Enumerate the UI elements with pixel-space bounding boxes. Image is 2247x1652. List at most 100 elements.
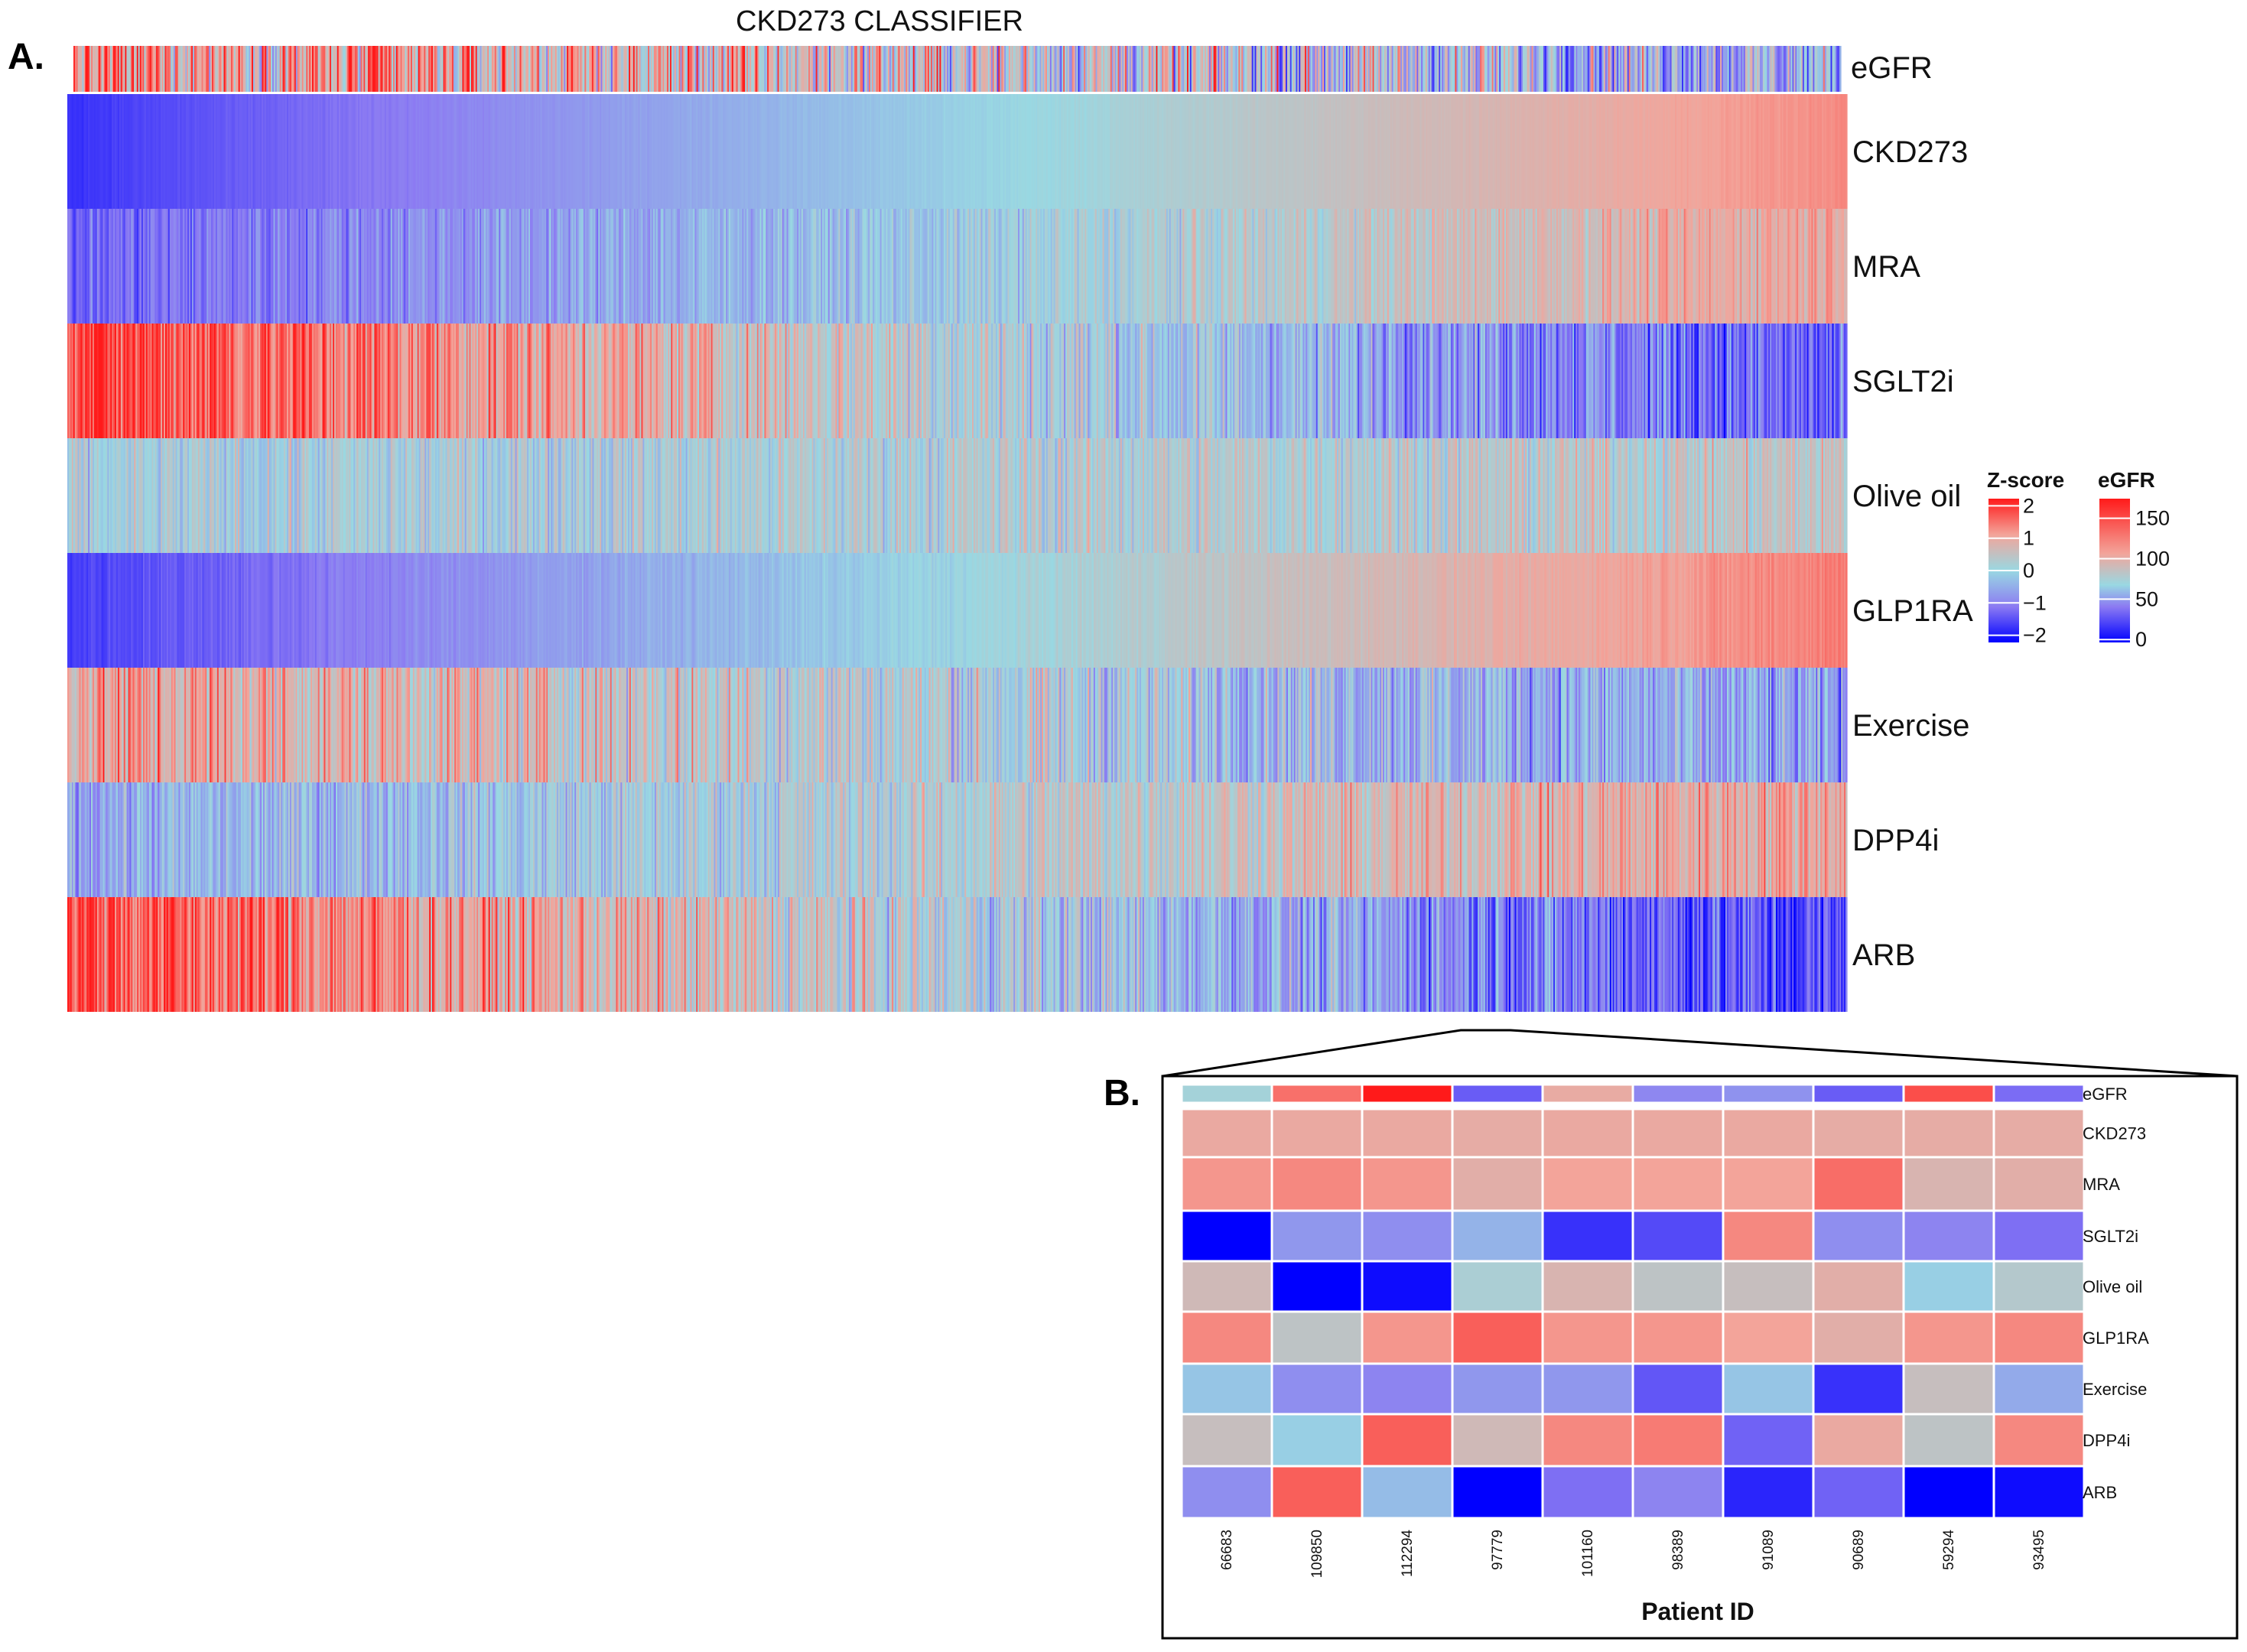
egfr-strip-cell [1474, 46, 1476, 92]
egfr-strip-cell [590, 46, 593, 92]
heatmap-cell [1224, 209, 1227, 324]
egfr-strip-cell [597, 46, 600, 92]
heatmap-cell [1375, 209, 1377, 324]
heatmap-cell [79, 438, 82, 553]
heatmap-cell [1432, 209, 1436, 324]
heatmap-cell [1799, 209, 1802, 324]
heatmap-cell [1457, 209, 1459, 324]
egfr-strip-cell [1065, 46, 1067, 92]
heatmap-cell [1416, 209, 1419, 324]
egfr-strip-cell [642, 46, 644, 92]
heatmap-cell [1513, 209, 1516, 324]
heatmap-cell [260, 209, 262, 324]
heatmap-cell [1836, 209, 1839, 324]
heatmap-cell [1099, 94, 1102, 209]
heatmap-cell [576, 324, 578, 438]
heatmap-cell [727, 324, 730, 438]
heatmap-cell [262, 438, 265, 553]
egfr-strip-cell [1035, 46, 1038, 92]
heatmap-cell [1663, 209, 1666, 324]
egfr-strip-cell [1335, 46, 1338, 92]
heatmap-cell [1735, 209, 1738, 324]
heatmap-cell [287, 438, 289, 553]
egfr-strip-cell [1512, 46, 1515, 92]
heatmap-cell [1184, 94, 1186, 209]
heatmap-cell [838, 94, 841, 209]
heatmap-cell [1120, 94, 1123, 209]
heatmap-cell [384, 94, 387, 209]
egfr-strip-cell [721, 46, 724, 92]
heatmap-cell [1074, 94, 1077, 209]
heatmap-cell [91, 94, 93, 209]
heatmap-cell [532, 94, 535, 209]
heatmap-cell [875, 94, 878, 209]
heatmap-cell [679, 209, 682, 324]
heatmap-cell [733, 94, 736, 209]
egfr-strip-cell [172, 46, 174, 92]
heatmap-cell [1510, 94, 1513, 209]
heatmap-cell [457, 94, 460, 209]
heatmap-cell [1637, 324, 1641, 438]
heatmap-cell [1282, 94, 1284, 209]
heatmap-cell [769, 94, 771, 209]
heatmap-cell [278, 324, 280, 438]
heatmap-cell [616, 324, 619, 438]
heatmap-cell [153, 438, 156, 553]
egfr-strip-cell [702, 46, 704, 92]
heatmap-cell [1670, 94, 1673, 209]
heatmap-cell [1688, 94, 1691, 209]
egfr-strip-cell [1496, 46, 1498, 92]
heatmap-cell [795, 94, 798, 209]
heatmap-cell [773, 94, 776, 209]
heatmap-cell [912, 94, 915, 209]
egfr-strip-cell [201, 46, 204, 92]
egfr-strip-cell [1140, 46, 1142, 92]
heatmap-cell [1568, 209, 1570, 324]
egfr-strip-cell [1340, 46, 1342, 92]
heatmap-cell [1077, 94, 1080, 209]
heatmap-cell [758, 94, 761, 209]
heatmap-cell [961, 209, 964, 324]
heatmap-cell [1498, 209, 1501, 324]
heatmap-cell [1470, 209, 1472, 324]
egfr-strip-cell [362, 46, 364, 92]
heatmap-cell [1187, 324, 1189, 438]
egfr-strip-cell [1132, 46, 1135, 92]
heatmap-cell [1633, 94, 1636, 209]
heatmap-cell [441, 324, 444, 438]
egfr-strip-cell [447, 46, 450, 92]
heatmap-cell [862, 209, 864, 324]
heatmap-cell [1301, 94, 1303, 209]
egfr-strip-cell [166, 46, 168, 92]
heatmap-cell [819, 209, 821, 324]
heatmap-cell [200, 94, 203, 209]
heatmap-cell [841, 94, 844, 209]
heatmap-cell [531, 94, 534, 209]
heatmap-cell [213, 324, 215, 438]
heatmap-cell [1541, 94, 1544, 209]
heatmap-cell [1328, 209, 1330, 324]
heatmap-cell [382, 324, 384, 438]
egfr-strip-cell [1226, 46, 1229, 92]
heatmap-cell [238, 94, 240, 209]
heatmap-cell [924, 324, 927, 438]
egfr-strip-cell [948, 46, 951, 92]
heatmap-cell [1814, 94, 1816, 209]
heatmap-cell [1634, 209, 1637, 324]
heatmap-cell [709, 94, 712, 209]
heatmap-cell [847, 324, 850, 438]
egfr-strip-cell [411, 46, 413, 92]
heatmap-cell [507, 324, 510, 438]
heatmap-cell [1508, 324, 1511, 438]
heatmap-cell [948, 209, 951, 324]
heatmap-cell [1691, 209, 1693, 324]
egfr-strip-cell [1374, 46, 1377, 92]
egfr-strip-cell [1030, 46, 1033, 92]
heatmap-cell [816, 209, 818, 324]
heatmap-cell [213, 94, 216, 209]
heatmap-cell [712, 324, 715, 438]
heatmap-cell [1596, 94, 1598, 209]
egfr-strip-cell [1527, 46, 1530, 92]
heatmap-cell [1820, 324, 1823, 438]
heatmap-cell [1285, 324, 1287, 438]
